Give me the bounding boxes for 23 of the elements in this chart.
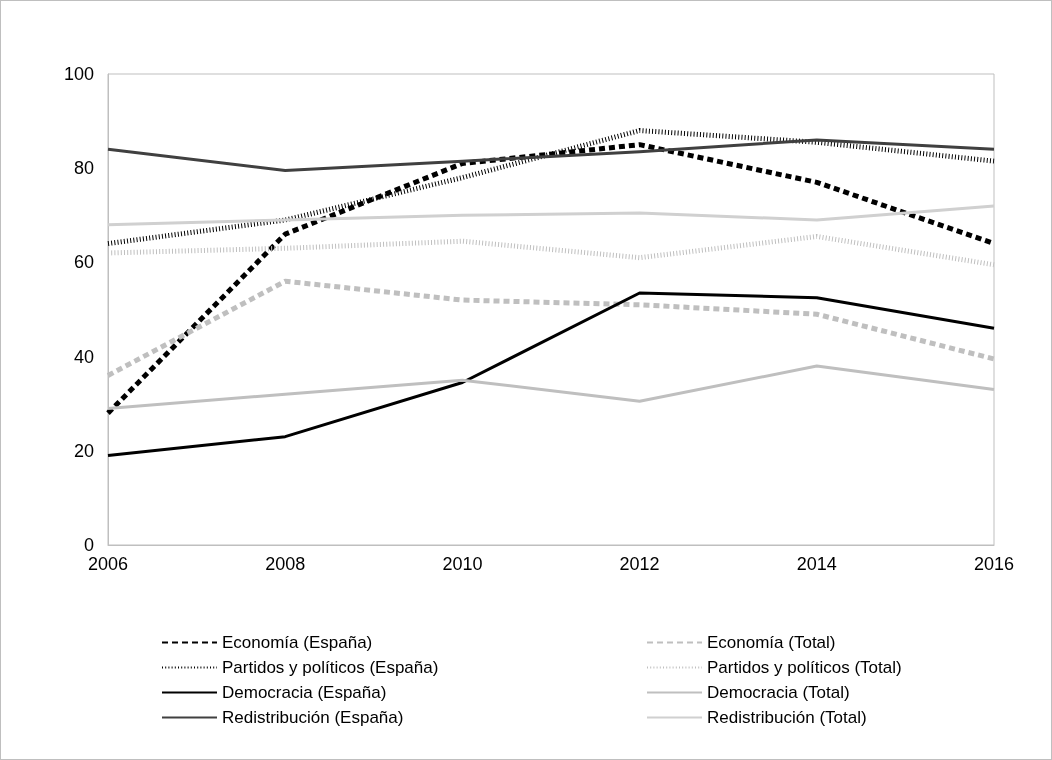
y-tick-label: 100 xyxy=(63,64,94,84)
legend-label: Redistribución (Total) xyxy=(707,708,867,727)
legend-label: Partidos y políticos (España) xyxy=(222,658,439,677)
legend-label: Partidos y políticos (Total) xyxy=(707,658,902,677)
legend-label: Economía (España) xyxy=(222,633,373,652)
x-tick-label: 2010 xyxy=(442,554,483,574)
x-tick-label: 2012 xyxy=(619,554,660,574)
x-tick-label: 2006 xyxy=(87,554,129,574)
legend-label: Economía (Total) xyxy=(707,633,836,652)
y-tick-label: 60 xyxy=(73,252,94,273)
x-tick-label: 2008 xyxy=(265,554,306,574)
x-tick-label: 2016 xyxy=(973,554,1015,574)
line-series xyxy=(106,291,996,458)
y-tick-label: 0 xyxy=(83,535,94,555)
y-tick-label: 20 xyxy=(73,440,94,461)
y-tick-label: 40 xyxy=(73,346,94,367)
line-series xyxy=(106,138,996,173)
x-tick-label: 2014 xyxy=(796,554,837,574)
legend-label: Redistribución (España) xyxy=(222,708,404,727)
legend-label: Democracia (España) xyxy=(222,683,387,702)
line-series xyxy=(106,204,996,227)
legend-label: Democracia (Total) xyxy=(707,683,850,702)
y-tick-label: 80 xyxy=(73,158,94,179)
